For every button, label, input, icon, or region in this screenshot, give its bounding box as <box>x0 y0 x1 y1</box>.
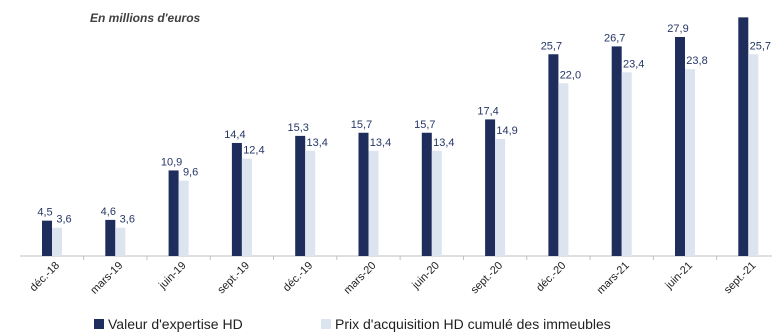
bar-prix-acquisition <box>685 69 695 256</box>
data-label-valeur-expertise: 15,7 <box>351 119 372 131</box>
bar-valeur-expertise <box>42 220 52 256</box>
bar-valeur-expertise <box>611 46 622 256</box>
data-label-valeur-expertise: 17,4 <box>477 105 498 117</box>
data-label-valeur-expertise: 25,7 <box>541 40 562 52</box>
bar-valeur-expertise <box>548 54 559 256</box>
data-label-valeur-expertise: 15,7 <box>414 119 435 131</box>
x-tick-label: déc.-19 <box>281 260 315 294</box>
bar-valeur-expertise <box>295 135 306 256</box>
x-tick-label: mars-21 <box>595 260 632 297</box>
bar-valeur-expertise <box>485 119 496 256</box>
x-tick-label: mars-19 <box>88 260 125 297</box>
x-tick-label: sept.-19 <box>215 260 252 297</box>
data-label-valeur-expertise: 15,3 <box>287 122 308 134</box>
bar-prix-acquisition <box>748 54 759 256</box>
bar-prix-acquisition <box>305 150 316 256</box>
bar-valeur-expertise <box>231 142 242 256</box>
legend-swatch-prix-acquisition <box>321 319 331 329</box>
bar-prix-acquisition <box>115 227 126 256</box>
legend-label-prix-acquisition: Prix d'acquisition HD cumulé des immeubl… <box>335 316 611 332</box>
legend-item-valeur-expertise: Valeur d'expertise HD <box>94 316 243 332</box>
x-tick-label: déc.-18 <box>28 260 62 294</box>
bar-prix-acquisition <box>368 150 379 256</box>
bar-prix-acquisition <box>241 158 252 256</box>
bar-prix-acquisition <box>558 83 569 256</box>
data-label-valeur-expertise: 10,9 <box>161 156 182 168</box>
bar-prix-acquisition <box>178 180 189 256</box>
data-label-valeur-expertise: 4,6 <box>101 206 116 218</box>
bar-valeur-expertise <box>421 132 432 256</box>
bar-valeur-expertise <box>738 17 749 256</box>
data-label-prix-acquisition: 22,0 <box>560 69 581 81</box>
bar-valeur-expertise <box>358 132 369 256</box>
bar-valeur-expertise <box>168 170 179 256</box>
data-label-prix-acquisition: 13,4 <box>306 137 327 149</box>
data-label-prix-acquisition: 9,6 <box>183 167 198 179</box>
x-tick-label: juin-20 <box>409 260 442 293</box>
x-tick-label: sept.-20 <box>469 260 506 297</box>
data-label-prix-acquisition: 13,4 <box>433 137 454 149</box>
data-label-valeur-expertise: 26,7 <box>604 32 625 44</box>
legend-label-valeur-expertise: Valeur d'expertise HD <box>108 316 243 332</box>
data-label-prix-acquisition: 23,4 <box>623 58 644 70</box>
data-label-prix-acquisition: 25,7 <box>750 40 771 52</box>
bar-valeur-expertise <box>105 219 116 256</box>
legend-item-prix-acquisition: Prix d'acquisition HD cumulé des immeubl… <box>321 316 611 332</box>
chart-legend: Valeur d'expertise HD Prix d'acquisition… <box>0 314 772 334</box>
bar-prix-acquisition <box>495 139 506 256</box>
data-label-valeur-expertise: 14,4 <box>224 129 245 141</box>
data-label-prix-acquisition: 3,6 <box>56 214 71 226</box>
data-label-valeur-expertise: 27,9 <box>667 23 688 35</box>
x-tick-label: juin-21 <box>663 260 696 293</box>
data-label-prix-acquisition: 23,8 <box>686 55 707 67</box>
bar-prix-acquisition <box>52 227 62 256</box>
x-tick-label: mars-20 <box>342 260 379 297</box>
x-tick-label: déc.-20 <box>534 260 568 294</box>
bar-prix-acquisition <box>621 72 632 256</box>
x-tick-label: juin-19 <box>156 260 189 293</box>
legend-swatch-valeur-expertise <box>94 319 104 329</box>
data-label-valeur-expertise: 4,5 <box>37 207 52 219</box>
bar-valeur-expertise <box>675 36 685 256</box>
data-label-prix-acquisition: 13,4 <box>370 137 391 149</box>
bar-prix-acquisition <box>431 150 442 256</box>
chart-subtitle: En millions d'euros <box>90 11 201 25</box>
x-tick-label: sept.-21 <box>722 260 759 297</box>
data-label-prix-acquisition: 3,6 <box>120 214 135 226</box>
data-label-prix-acquisition: 12,4 <box>243 145 264 157</box>
data-label-prix-acquisition: 14,9 <box>496 125 517 137</box>
